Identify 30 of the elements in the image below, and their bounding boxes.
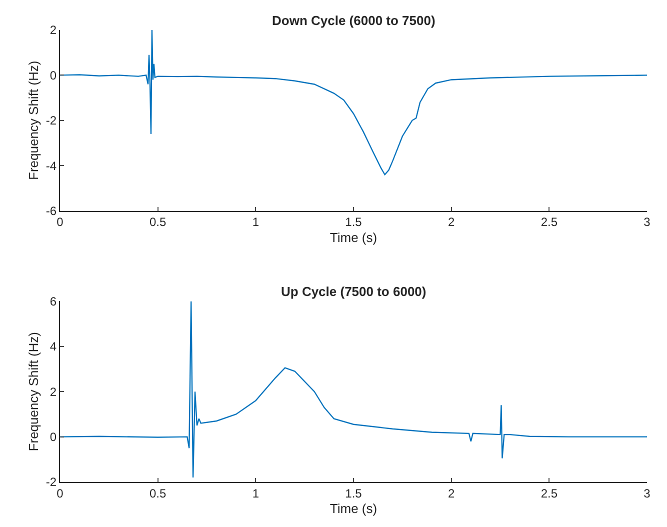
y-tick-label: 0: [50, 430, 57, 444]
x-tick-label: 1: [252, 486, 260, 500]
y-tick-label: -4: [46, 158, 57, 173]
y-tick-label: 0: [50, 68, 57, 82]
x-tick-label: 1.5: [345, 215, 362, 230]
x-tick-label: 2: [448, 486, 455, 500]
line-series: [60, 30, 647, 176]
chart-title: Down Cycle (6000 to 7500): [272, 13, 436, 28]
x-tick-label: 2: [448, 215, 455, 230]
y-axis-title: Frequency Shift (Hz): [26, 332, 41, 452]
line-series: [60, 301, 647, 478]
x-tick-label: 0.5: [149, 486, 166, 500]
x-axis-title: Time (s): [330, 230, 378, 245]
y-tick-label: 4: [50, 340, 57, 354]
x-tick-label: 3: [644, 486, 651, 500]
y-tick-label: 2: [50, 23, 57, 38]
y-tick-label: -2: [46, 114, 57, 128]
x-tick-label: 2.5: [540, 215, 558, 230]
y-tick-label: -2: [46, 475, 57, 490]
x-tick-label: 2.5: [540, 486, 558, 500]
x-tick-label: 0.5: [149, 215, 166, 230]
x-tick-label: 3: [644, 215, 651, 230]
chart-title: Up Cycle (7500 to 6000): [281, 284, 426, 299]
y-tick-label: -6: [46, 204, 57, 218]
x-tick-label: 1: [252, 215, 260, 230]
x-axis-title: Time (s): [330, 501, 378, 516]
y-tick-label: 2: [50, 384, 57, 399]
x-tick-label: 1.5: [345, 486, 362, 500]
y-axis-title: Frequency Shift (Hz): [26, 60, 41, 180]
y-tick-label: 6: [50, 294, 57, 308]
